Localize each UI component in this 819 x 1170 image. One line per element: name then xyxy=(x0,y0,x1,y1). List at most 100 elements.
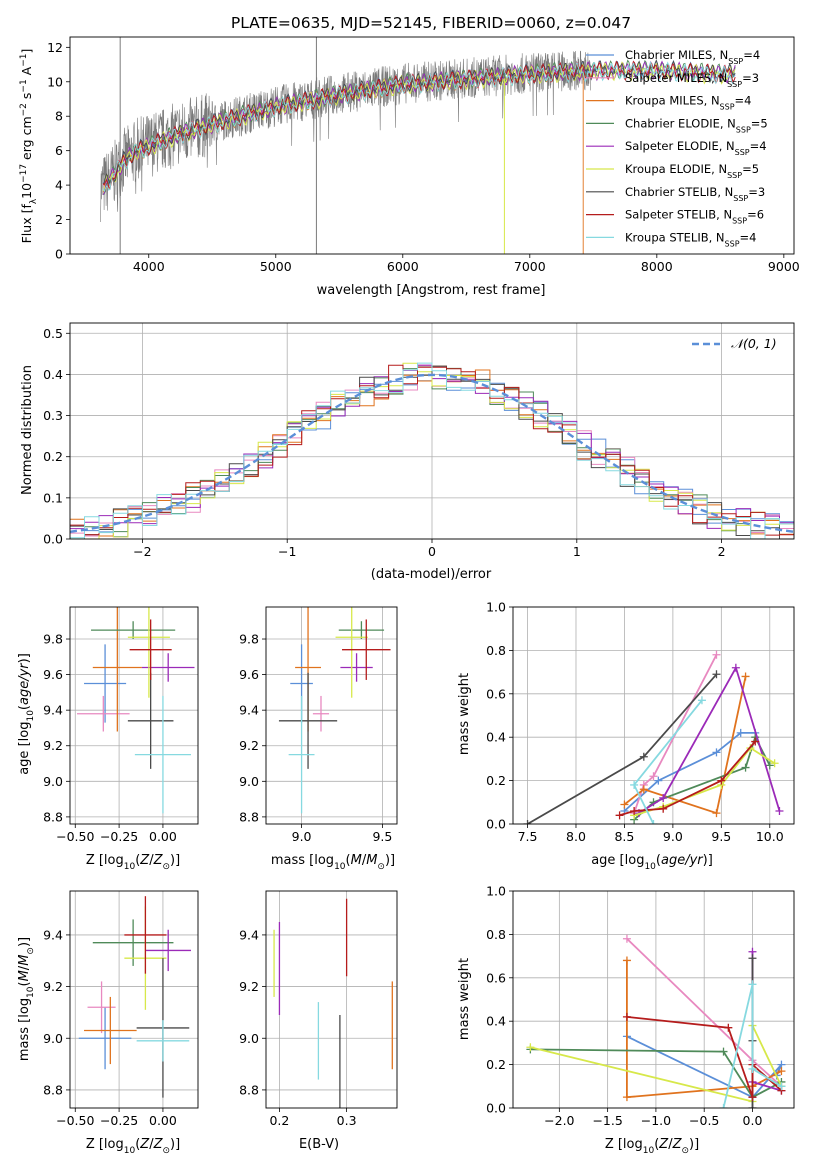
y-tick-label: 9.6 xyxy=(43,667,63,682)
y-tick-label: 0.2 xyxy=(486,1057,506,1072)
mass-vs-ebv-xlabel: E(B-V) xyxy=(299,1137,339,1152)
weight-marker xyxy=(622,1093,631,1102)
weight-marker xyxy=(765,761,774,770)
x-tick-label: −0.25 xyxy=(100,829,138,844)
legend-count: =5 xyxy=(742,162,759,176)
y-tick-label: 9.4 xyxy=(239,927,259,942)
y-tick-label: 8.8 xyxy=(239,809,259,824)
y-tick-label: 0.6 xyxy=(486,686,506,701)
weight-marker xyxy=(630,806,639,815)
weight-vs-age-grid xyxy=(513,606,794,825)
x-tick-label: 0.0 xyxy=(743,1113,763,1128)
weight-marker xyxy=(777,1067,786,1076)
x-tick-label: 6000 xyxy=(387,259,419,274)
residual-histogram xyxy=(70,362,794,539)
x-tick-label: 9.5 xyxy=(711,829,731,844)
weight-line xyxy=(633,654,718,814)
legend-count: =5 xyxy=(751,116,768,130)
weight-marker xyxy=(620,800,629,809)
y-tick-label: 0.5 xyxy=(43,326,63,341)
y-tick-label: 9.4 xyxy=(43,927,63,942)
legend-label: Kroupa STELIB, NSSP=4 xyxy=(625,230,756,248)
weight-marker xyxy=(712,809,721,818)
legend-subscript: SSP xyxy=(732,216,747,225)
y-tick-label: 0.4 xyxy=(43,367,63,382)
x-tick-label: 0.2 xyxy=(269,1113,289,1128)
weight-vs-age-xlabel: age [log10(age/yr)] xyxy=(591,853,713,872)
legend-subscript: SSP xyxy=(735,148,750,157)
weight-line xyxy=(626,1035,783,1099)
y-tick-label: 0.4 xyxy=(486,730,506,745)
weight-marker xyxy=(770,759,779,768)
mass-vs-z-panel: Z [log10(Z/Z⊙)] mass [log10(M/M⊙)] −0.50… xyxy=(17,890,199,1156)
legend-count: =4 xyxy=(740,230,757,244)
y-tick-label: 9.4 xyxy=(239,703,259,718)
mass-vs-ebv-marks xyxy=(273,898,393,1108)
weight-marker xyxy=(775,806,784,815)
legend-subscript: SSP xyxy=(736,125,751,134)
normal-curve xyxy=(70,373,794,533)
spectrum-xlabel: wavelength [Angstrom, rest frame] xyxy=(317,283,546,298)
weight-vs-age-marks xyxy=(523,650,784,824)
y-tick-label: 6 xyxy=(55,143,63,158)
y-tick-label: 9.2 xyxy=(239,979,259,994)
weight-marker xyxy=(741,763,750,772)
legend-subscript: SSP xyxy=(725,239,740,248)
spectrum-title: PLATE=0635, MJD=52145, FIBERID=0060, z=0… xyxy=(231,14,631,32)
legend-subscript: SSP xyxy=(728,57,743,66)
mass-vs-ebv-grid xyxy=(266,891,397,1108)
weight-marker xyxy=(748,1064,757,1073)
x-tick-label: 9.0 xyxy=(292,829,312,844)
y-tick-label: 8.8 xyxy=(239,1082,259,1097)
y-tick-label: 9.2 xyxy=(43,738,63,753)
x-tick-label: 1 xyxy=(573,544,581,559)
y-tick-label: 9.8 xyxy=(239,632,259,647)
age-vs-z-marks xyxy=(77,607,195,814)
legend-subscript: SSP xyxy=(727,171,742,180)
y-tick-label: 8 xyxy=(55,109,63,124)
mass-vs-ebv-frame xyxy=(265,890,398,1109)
legend-subscript: SSP xyxy=(720,102,735,111)
y-tick-label: 9.0 xyxy=(239,774,259,789)
weight-marker xyxy=(719,1104,728,1108)
weight-marker xyxy=(622,1012,631,1021)
legend-count: =3 xyxy=(742,71,759,85)
y-tick-label: 9.0 xyxy=(43,1031,63,1046)
legend-count: =4 xyxy=(735,94,752,108)
weight-marker xyxy=(717,776,726,785)
y-tick-label: 1.0 xyxy=(486,884,506,899)
age-vs-mass-xlabel: mass [log10(M/M⊙)] xyxy=(271,853,395,872)
spectrum-ylabel: Flux [fλ10−17 erg cm−2 s−1 A−1] xyxy=(19,49,39,244)
weight-marker xyxy=(736,728,745,737)
x-tick-label: −1.5 xyxy=(592,1113,622,1128)
legend-label: Salpeter STELIB, NSSP=6 xyxy=(625,208,764,226)
weight-marker xyxy=(719,1047,728,1056)
y-tick-label: 12 xyxy=(47,40,63,55)
y-tick-label: 9.2 xyxy=(239,738,259,753)
weight-marker xyxy=(622,934,631,943)
weight-vs-z-frame xyxy=(512,890,795,1109)
x-tick-label: −0.25 xyxy=(100,1113,138,1128)
residuals-frame xyxy=(69,322,795,540)
mass-vs-ebv-panel: E(B-V) 0.2 0.3 8.8 9.0 9.2 9.4 xyxy=(239,890,398,1152)
x-tick-label: −0.50 xyxy=(56,1113,94,1128)
weight-marker xyxy=(748,954,757,963)
y-tick-label: 0.0 xyxy=(486,1101,506,1116)
legend-count: =4 xyxy=(750,139,767,153)
y-tick-label: 0.0 xyxy=(43,532,63,547)
x-tick-label: 0.3 xyxy=(337,1113,357,1128)
x-tick-label: 0.00 xyxy=(149,829,177,844)
x-tick-label: 10.0 xyxy=(756,829,784,844)
legend-label: Chabrier STELIB, NSSP=3 xyxy=(625,185,765,203)
model-spectrum-line xyxy=(102,60,736,190)
x-tick-label: −1 xyxy=(278,544,296,559)
y-tick-label: 0.6 xyxy=(486,970,506,985)
weight-vs-age-frame xyxy=(512,606,795,825)
weight-marker xyxy=(712,748,721,757)
weight-marker xyxy=(748,1104,757,1108)
x-tick-label: −0.50 xyxy=(56,829,94,844)
weight-marker xyxy=(741,672,750,681)
y-tick-label: 0.3 xyxy=(43,408,63,423)
age-vs-mass-frame xyxy=(265,606,398,825)
weight-vs-z-ylabel: mass weight xyxy=(457,958,472,1040)
